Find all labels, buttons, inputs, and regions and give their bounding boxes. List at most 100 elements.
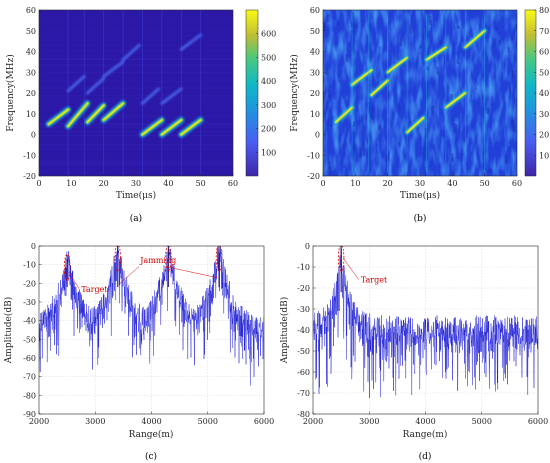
panel-a-xlabel: Time(μs)	[116, 190, 156, 201]
panel-b-chirp	[370, 79, 389, 97]
panel-a-colorbar	[245, 9, 259, 177]
panel-b-noise-speck	[378, 124, 381, 131]
panel-b-noise-speck	[323, 22, 326, 31]
panel-b-noise-speck	[362, 148, 365, 157]
panel-b-noise-speck	[488, 168, 491, 173]
panel-c-ytick-label: -50	[23, 335, 36, 344]
panel-d-peak-marker	[337, 246, 345, 272]
panel-b-noise-speck	[484, 38, 488, 46]
panel-b-ylabel: Frequency(MHz)	[289, 54, 300, 132]
panel-b-noise-speck	[430, 76, 433, 83]
panel-b-xtick-label: 50	[480, 179, 490, 188]
panel-b-noise-speck	[335, 85, 339, 89]
panel-b-noise-speck	[456, 58, 459, 64]
panel-b-noise-speck	[454, 157, 457, 169]
panel-d-ytick-label: -70	[297, 389, 310, 398]
panel-a-cbtick-label: 200	[261, 125, 276, 134]
panel-b-noise-speck	[402, 48, 405, 57]
panel-c-jamming-arrow	[119, 266, 140, 284]
panel-c-xtick-label: 3000	[85, 417, 105, 426]
panel-b-noise-speck	[450, 86, 453, 93]
panel-b-noise-speck	[375, 97, 378, 105]
panel-b-cbtick-label: 40	[539, 89, 549, 98]
panel-b-noise-speck	[400, 38, 403, 47]
panel-b-ytick-label: 50	[310, 27, 320, 36]
panel-b-ytick-label: 60	[310, 6, 320, 15]
panel-a-noise-band	[39, 18, 233, 20]
panel-b-chirp	[334, 106, 354, 124]
panel-a-noise-band	[39, 125, 233, 127]
panel-b-noise-speck	[440, 115, 442, 126]
panel-d-xtick-label: 4000	[415, 417, 435, 426]
panel-b-cbtick-label: 70	[539, 27, 549, 36]
panel-b-noise-speck	[463, 137, 465, 143]
panel-b-noise-speck	[493, 38, 496, 47]
panel-b-noise-speck	[345, 95, 349, 101]
panel-b-noise-speck	[500, 166, 503, 170]
panel-b-noise-speck	[462, 155, 464, 163]
panel-b-noise-speck	[513, 43, 515, 53]
panel-b-noise-speck	[329, 93, 332, 103]
panel-a-ytick-label: 50	[26, 27, 36, 36]
panel-b-noise-speck	[397, 141, 401, 147]
panel-d-xtick-label: 5000	[472, 417, 492, 426]
panel-b-ytick-label: -20	[307, 172, 320, 181]
panel-b-noise-speck	[423, 72, 425, 78]
panel-a-noise-band	[39, 162, 233, 164]
panel-a-noise-band	[39, 87, 233, 89]
panel-b-noise-speck	[453, 123, 456, 133]
panel-b-noise-speck	[353, 125, 355, 131]
panel-a-chirp-core	[48, 108, 69, 125]
panel-b-xtick-label: 0	[320, 179, 325, 188]
panel-a-ytick-label: 0	[31, 131, 36, 140]
panel-c-ytick-label: -40	[23, 317, 36, 326]
panel-b-noise-speck	[366, 130, 368, 137]
panel-b-noise-speck	[392, 137, 395, 146]
panel-d-ytick-label: -10	[297, 263, 310, 272]
panel-b-noise-speck	[476, 82, 478, 86]
panel-a-xtick-label: 10	[66, 179, 76, 188]
panel-b-noise-speck	[424, 160, 427, 167]
panel-b-noise-speck	[481, 80, 484, 85]
panel-a-noise-band	[39, 161, 233, 162]
panel-a-xtick-label: 0	[36, 179, 41, 188]
panel-a-cbtick-label: 100	[261, 148, 276, 157]
panel-a-noise-band	[39, 100, 233, 101]
panel-b-noise-speck	[332, 99, 336, 109]
panel-a-ytick-label: 40	[26, 48, 36, 57]
panel-b-xtick-label: 30	[415, 179, 425, 188]
caption-c: (c)	[145, 451, 157, 462]
panel-b-xtick-label: 40	[447, 179, 457, 188]
panel-a-ytick-label: 10	[26, 110, 36, 119]
panel-b-noise-speck	[419, 47, 423, 52]
panel-a-noise-band	[39, 50, 233, 51]
panel-b-noise-speck	[378, 56, 381, 68]
panel-d-ytick-label: 0	[305, 242, 310, 251]
panel-a-noise-band	[39, 123, 233, 125]
panel-a-chirp-core	[141, 119, 163, 136]
panel-b-noise-speck	[393, 61, 397, 66]
panel-b-noise-speck	[421, 164, 423, 170]
panel-b-noise-speck	[428, 16, 432, 25]
panel-b-noise-speck	[490, 96, 493, 107]
caption-a: (a)	[130, 213, 142, 224]
panel-b-noise-speck	[461, 41, 465, 48]
panel-d-ytick-label: -30	[297, 305, 310, 314]
panel-b-chirp	[444, 91, 467, 109]
panel-a-weak-chirp	[102, 60, 125, 78]
panel-a-noise-band	[39, 134, 233, 136]
panel-b-noise-speck	[455, 137, 457, 144]
panel-a-noise-band	[39, 163, 233, 164]
panel-b-noise-speck	[353, 121, 355, 127]
panel-d-ytick-label: -60	[297, 368, 310, 377]
panel-a-ytick-label: 30	[26, 68, 36, 77]
panel-b-cbtick-label: 30	[539, 110, 549, 119]
panel-b-noise-speck	[426, 66, 429, 71]
panel-a-noise-band	[39, 30, 233, 31]
panel-b-ytick-label: 30	[310, 68, 320, 77]
panel-b-noise-speck	[431, 171, 434, 176]
panel-b-cbtick-label: 20	[539, 131, 549, 140]
panel-b-noise-speck	[510, 119, 514, 125]
panel-a-xtick-label: 30	[131, 179, 141, 188]
